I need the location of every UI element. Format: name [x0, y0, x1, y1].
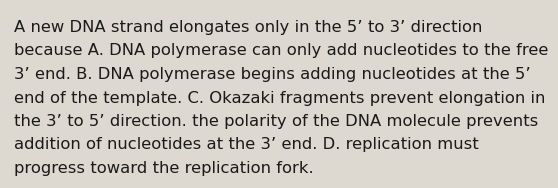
Text: the 3’ to 5’ direction. the polarity of the DNA molecule prevents: the 3’ to 5’ direction. the polarity of … — [14, 114, 538, 129]
Text: because A. DNA polymerase can only add nucleotides to the free: because A. DNA polymerase can only add n… — [14, 43, 549, 58]
Text: end of the template. C. Okazaki fragments prevent elongation in: end of the template. C. Okazaki fragment… — [14, 90, 545, 105]
Text: A new DNA strand elongates only in the 5’ to 3’ direction: A new DNA strand elongates only in the 5… — [14, 20, 482, 35]
Text: 3’ end. B. DNA polymerase begins adding nucleotides at the 5’: 3’ end. B. DNA polymerase begins adding … — [14, 67, 531, 82]
Text: addition of nucleotides at the 3’ end. D. replication must: addition of nucleotides at the 3’ end. D… — [14, 137, 479, 152]
Text: progress toward the replication fork.: progress toward the replication fork. — [14, 161, 314, 176]
